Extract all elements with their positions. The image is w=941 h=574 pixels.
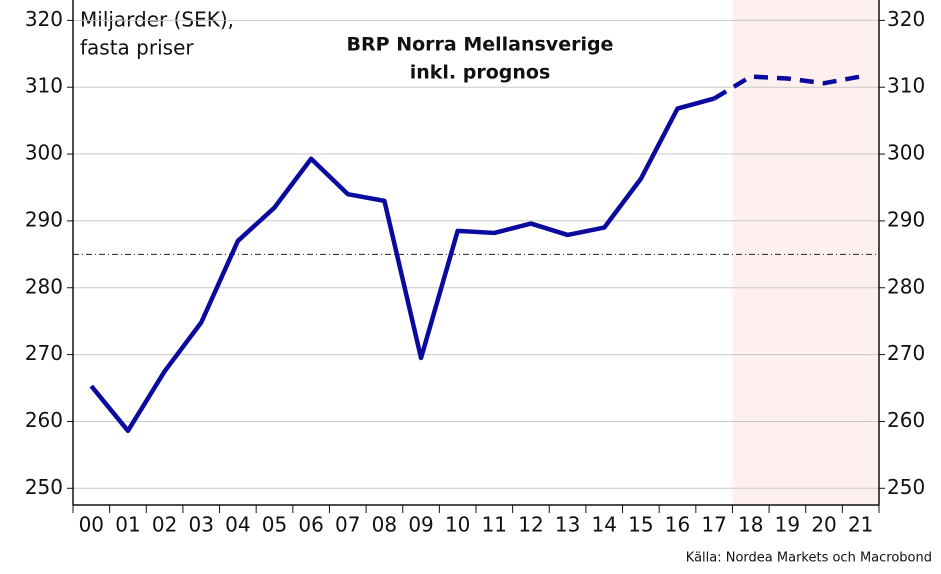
x-tick-label: 16 [665,513,690,537]
x-tick-label: 19 [775,513,800,537]
y-tick-label: 290 [25,207,63,231]
y2-tick-label: 260 [887,408,925,432]
line-series [712,74,862,101]
y2-tick-label: 320 [887,7,925,31]
y-tick-label: 310 [25,74,63,98]
y2-tick-label: 300 [887,141,925,165]
y2-tick-label: 270 [887,341,925,365]
x-tick-label: 21 [848,513,873,537]
y2-tick-label: 280 [887,274,925,298]
x-tick-label: 15 [628,513,653,537]
x-tick-label: 00 [79,513,104,537]
y-tick-label: 260 [25,408,63,432]
x-tick-label: 10 [445,513,470,537]
chart-title: inkl. prognos [410,62,551,84]
x-tick-label: 11 [482,513,507,537]
x-tick-label: 06 [298,513,323,537]
chart-title: BRP Norra Mellansverige [347,34,614,56]
x-tick-label: 05 [262,513,287,537]
line-series [89,96,715,434]
y2-tick-label: 310 [887,74,925,98]
y-axis-label: Miljarder (SEK), [80,8,234,32]
x-tick-label: 20 [811,513,836,537]
y-tick-label: 280 [25,274,63,298]
y2-tick-label: 290 [887,207,925,231]
x-tick-label: 18 [738,513,763,537]
x-tick-label: 02 [152,513,177,537]
x-tick-label: 17 [701,513,726,537]
x-tick-label: 13 [555,513,580,537]
x-tick-label: 03 [189,513,214,537]
x-tick-label: 01 [115,513,140,537]
x-tick-label: 09 [408,513,433,537]
y-tick-label: 320 [25,7,63,31]
x-tick-label: 07 [335,513,360,537]
x-tick-label: 08 [372,513,397,537]
y-tick-label: 250 [25,475,63,499]
y-tick-label: 270 [25,341,63,365]
x-tick-label: 12 [518,513,543,537]
x-tick-label: 04 [225,513,250,537]
y2-tick-label: 250 [887,475,925,499]
forecast-shade [732,0,879,505]
y-axis-label: fasta priser [80,36,194,60]
y-tick-label: 300 [25,141,63,165]
source: Källa: Nordea Markets och Macrobond [686,551,932,566]
x-tick-label: 14 [592,513,617,537]
